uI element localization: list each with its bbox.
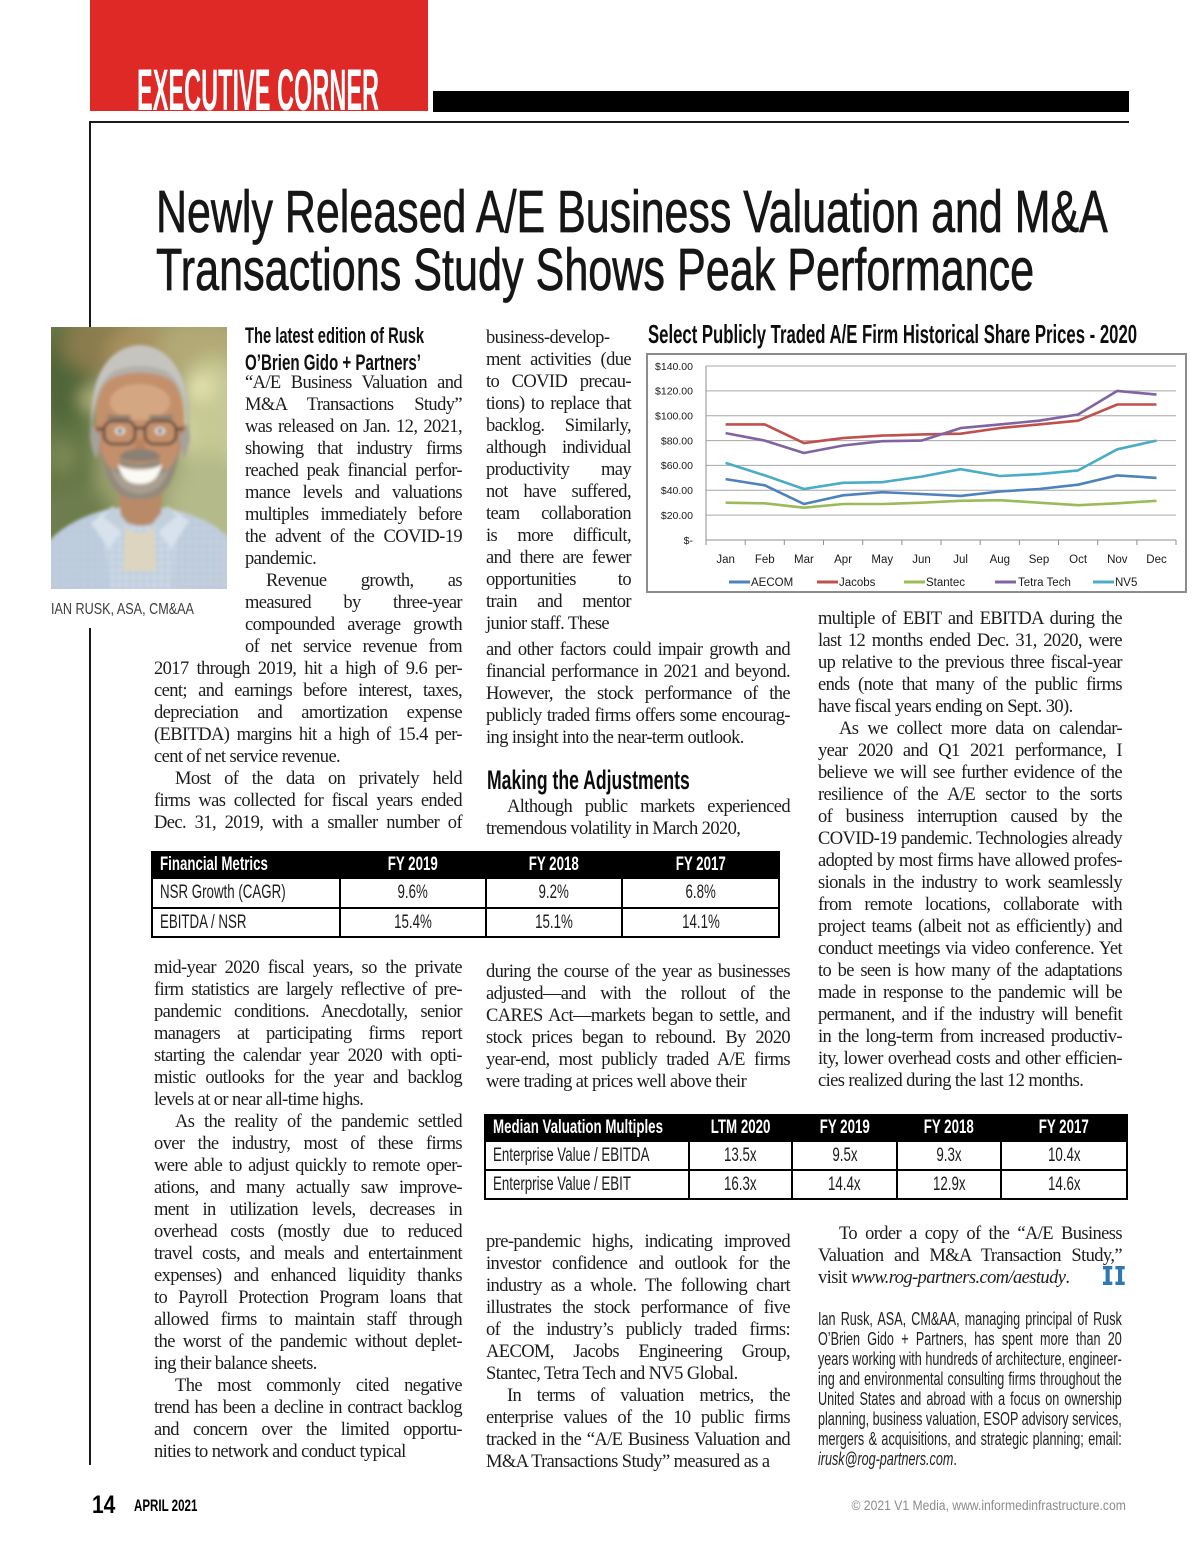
svg-text:AECOM: AECOM: [751, 577, 793, 589]
svg-text:Feb: Feb: [755, 554, 775, 566]
svg-text:$140.00: $140.00: [655, 361, 693, 373]
svg-text:May: May: [871, 554, 893, 566]
svg-text:Tetra Tech: Tetra Tech: [1018, 577, 1071, 589]
svg-text:$120.00: $120.00: [655, 386, 693, 398]
svg-text:$100.00: $100.00: [655, 411, 693, 423]
svg-text:$20.00: $20.00: [661, 510, 693, 522]
svg-text:$60.00: $60.00: [661, 460, 693, 472]
svg-text:Sep: Sep: [1029, 554, 1049, 566]
svg-text:Apr: Apr: [834, 554, 852, 566]
svg-text:NV5: NV5: [1115, 577, 1137, 589]
svg-text:Mar: Mar: [794, 554, 814, 566]
svg-text:Dec: Dec: [1146, 554, 1167, 566]
svg-text:Nov: Nov: [1107, 554, 1128, 566]
svg-text:Stantec: Stantec: [926, 577, 965, 589]
svg-text:Jul: Jul: [953, 554, 968, 566]
svg-text:$-: $-: [684, 535, 694, 547]
svg-text:$40.00: $40.00: [661, 485, 693, 497]
svg-text:Aug: Aug: [990, 554, 1010, 566]
svg-text:Jacobs: Jacobs: [839, 577, 876, 589]
svg-text:Jan: Jan: [716, 554, 735, 566]
svg-text:Oct: Oct: [1069, 554, 1088, 566]
svg-text:$80.00: $80.00: [661, 435, 693, 447]
svg-text:Jun: Jun: [912, 554, 931, 566]
